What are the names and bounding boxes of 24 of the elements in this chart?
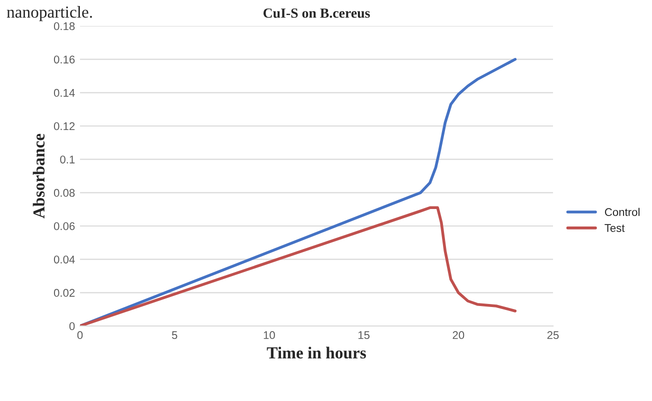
y-tick-label: 0	[69, 322, 75, 330]
line-series	[80, 206, 517, 326]
y-tick-label: 0.08	[54, 188, 75, 197]
x-tick-label: 25	[547, 331, 559, 340]
y-tick-label: 0.04	[54, 256, 75, 264]
x-tick-label: 15	[358, 331, 370, 340]
chart-title: CuI-S on B.cereus	[263, 8, 370, 18]
text: nanoparticle.	[6, 6, 92, 22]
y-tick-label: 0.14	[54, 88, 75, 97]
y-axis-title: Absorbance	[32, 134, 45, 218]
x-tick-label: 10	[264, 331, 275, 340]
line-series	[80, 58, 517, 326]
y-tick-label: 0.06	[54, 222, 75, 230]
legend-label: Control	[604, 208, 640, 216]
y-tick-label: 0.02	[54, 288, 75, 297]
y-tick-label: 0.18	[54, 22, 75, 30]
x-axis-title: Time in hours	[266, 346, 366, 359]
y-tick-label: 0.12	[54, 122, 75, 130]
x-tick-label: 20	[452, 331, 464, 340]
legend-label: Test	[604, 224, 625, 232]
x-tick-label: 0	[77, 331, 83, 340]
y-tick-label: 0.16	[54, 56, 75, 64]
y-tick-label: 0.1	[60, 156, 75, 164]
x-tick-label: 5	[172, 331, 178, 340]
